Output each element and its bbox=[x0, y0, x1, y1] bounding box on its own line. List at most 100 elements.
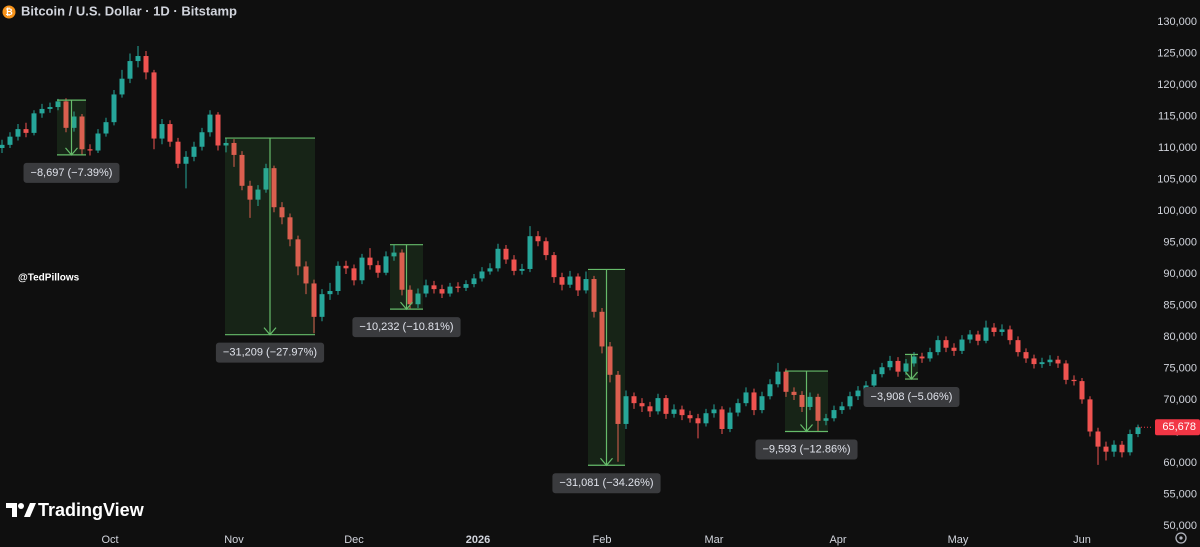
candle-body bbox=[711, 409, 717, 414]
candle-body bbox=[551, 255, 557, 278]
candle-body bbox=[63, 101, 69, 128]
candle-body bbox=[407, 289, 413, 305]
candle-body bbox=[455, 286, 461, 288]
candle-body bbox=[47, 107, 53, 109]
candle-body bbox=[103, 122, 109, 134]
candle-body bbox=[895, 360, 901, 372]
y-tick-label: 75,000 bbox=[1163, 362, 1197, 374]
candle-body bbox=[511, 259, 517, 271]
candle-body bbox=[1119, 444, 1125, 453]
measure-label-box bbox=[352, 317, 461, 338]
measure-arrowhead bbox=[600, 457, 613, 467]
y-tick-label: 115,000 bbox=[1158, 110, 1197, 122]
candle-body bbox=[567, 276, 573, 285]
chart-title: Bitcoin / U.S. Dollar · 1D · Bitstamp bbox=[21, 3, 237, 18]
settings-icon[interactable] bbox=[1175, 532, 1187, 544]
x-tick-label: Oct bbox=[101, 534, 118, 546]
candle-body bbox=[927, 352, 933, 359]
candle-body bbox=[1015, 340, 1021, 353]
logo-mark bbox=[24, 503, 36, 517]
candle-body bbox=[1071, 379, 1077, 382]
candle-body bbox=[615, 374, 621, 424]
candle-body bbox=[447, 286, 453, 294]
candle-body bbox=[0, 144, 5, 148]
candle-body bbox=[647, 406, 653, 412]
candle-body bbox=[751, 392, 757, 411]
candle-body bbox=[343, 265, 349, 269]
candle-body bbox=[727, 412, 733, 429]
candle-body bbox=[735, 403, 741, 413]
x-tick-label: May bbox=[948, 534, 969, 546]
x-tick-label: Apr bbox=[829, 534, 846, 546]
bitcoin-icon-glyph: ₿ bbox=[5, 7, 12, 17]
candle-body bbox=[271, 168, 277, 208]
candle-body bbox=[303, 266, 309, 284]
candle-body bbox=[143, 56, 149, 73]
candle-body bbox=[351, 268, 357, 281]
candle-body bbox=[759, 396, 765, 411]
candle-body bbox=[943, 340, 949, 348]
candle-body bbox=[807, 396, 813, 407]
candle-body bbox=[583, 279, 589, 291]
candle-body bbox=[175, 141, 181, 164]
measure-label: −9,593 (−12.86%) bbox=[762, 443, 850, 455]
candle-body bbox=[263, 168, 269, 190]
candle-body bbox=[151, 72, 157, 139]
candle-body bbox=[127, 61, 133, 79]
x-tick-label: Feb bbox=[593, 534, 612, 546]
candle-body bbox=[695, 418, 701, 424]
candle-body bbox=[991, 327, 997, 332]
measure-label: −10,232 (−10.81%) bbox=[359, 321, 453, 333]
candle-body bbox=[823, 418, 829, 421]
candle-body bbox=[319, 294, 325, 317]
candle-body bbox=[191, 146, 197, 157]
candle-body bbox=[495, 248, 501, 269]
candle-body bbox=[687, 415, 693, 419]
candle-body bbox=[23, 129, 29, 133]
candle-body bbox=[887, 360, 893, 368]
candle-body bbox=[1007, 329, 1013, 341]
candle-body bbox=[79, 116, 85, 150]
plot-area: −8,697 (−7.39%) −31,209 (−27.97%) −10,232 … bbox=[0, 45, 1141, 494]
y-tick-label: 120,000 bbox=[1157, 79, 1197, 91]
candle-body bbox=[967, 334, 973, 340]
y-tick-label: 105,000 bbox=[1157, 173, 1197, 185]
candle-body bbox=[1095, 431, 1101, 447]
measure-label-box bbox=[215, 342, 325, 363]
candle-body bbox=[367, 257, 373, 266]
candle-body bbox=[239, 154, 245, 186]
candle-body bbox=[1079, 381, 1085, 400]
candle-body bbox=[639, 403, 645, 407]
candle-body bbox=[535, 236, 541, 242]
candle-body bbox=[847, 396, 853, 407]
watermark: @TedPillows bbox=[18, 273, 80, 284]
candle-body bbox=[791, 391, 797, 395]
candle-body bbox=[599, 311, 605, 347]
y-tick-label: 70,000 bbox=[1163, 394, 1197, 406]
y-tick-label: 130,000 bbox=[1157, 16, 1197, 28]
measure-arrowhead bbox=[800, 424, 813, 433]
measure-label-box bbox=[23, 162, 120, 183]
candle-body bbox=[463, 284, 469, 288]
logo-mark bbox=[6, 503, 17, 517]
candle-body bbox=[679, 409, 685, 416]
candle-body bbox=[487, 268, 493, 272]
candle-body bbox=[383, 256, 389, 273]
bitcoin-icon bbox=[2, 5, 16, 19]
candle-body bbox=[655, 398, 661, 412]
candle-body bbox=[903, 363, 909, 372]
y-tick-label: 110,000 bbox=[1158, 142, 1197, 154]
candle-body bbox=[783, 371, 789, 392]
candle-body bbox=[471, 278, 477, 285]
candle-body bbox=[311, 283, 317, 317]
settings-icon-center[interactable] bbox=[1179, 536, 1183, 540]
candle-body bbox=[775, 371, 781, 385]
candle-body bbox=[999, 329, 1005, 332]
candle-body bbox=[839, 406, 845, 411]
last-price-label: 65,678 bbox=[1162, 421, 1196, 433]
y-tick-label: 125,000 bbox=[1157, 47, 1197, 59]
y-tick-label: 50,000 bbox=[1163, 520, 1197, 532]
candle-body bbox=[1055, 359, 1061, 364]
candle-body bbox=[1039, 362, 1045, 365]
measure-label: −3,908 (−5.06%) bbox=[871, 391, 953, 403]
